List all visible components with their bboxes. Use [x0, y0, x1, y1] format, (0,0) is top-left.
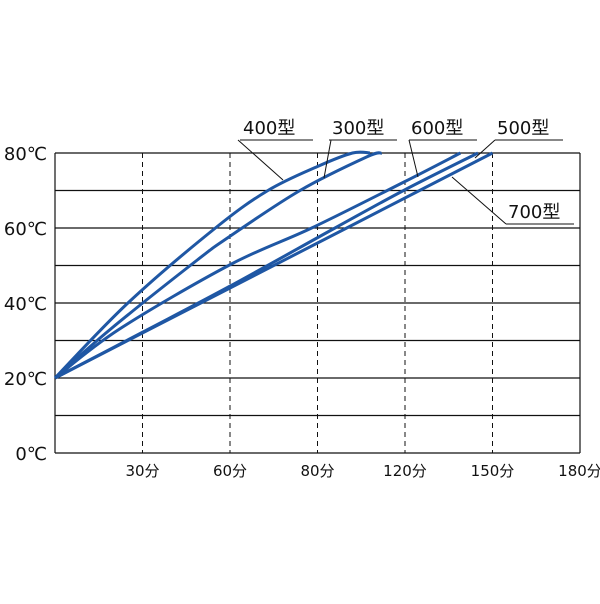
series-lines [53, 150, 494, 380]
series-label-1: 400型 [237, 118, 313, 181]
x-tick-label: 180分 [558, 462, 600, 480]
series-line-2 [54, 151, 383, 380]
x-tick-label: 60分 [213, 462, 247, 480]
series-name: 500型 [497, 118, 549, 139]
x-tick-labels: 30分 60分 80分 120分 150分 180分 [125, 462, 600, 480]
series-line-3 [54, 151, 462, 380]
y-tick-label: 0℃ [15, 444, 47, 465]
leader-line [323, 139, 332, 179]
y-tick-label: 20℃ [4, 369, 47, 390]
x-tick-label: 80分 [300, 462, 334, 480]
series-label-4: 500型 [474, 118, 563, 159]
leader-line [237, 139, 284, 181]
leader-line [451, 176, 507, 225]
series-labels: 400型 300型 600型 500型 700型 [237, 118, 574, 225]
series-label-3: 600型 [408, 118, 477, 178]
series-line-1 [53, 150, 371, 380]
grid [54, 152, 581, 454]
y-tick-label: 60℃ [4, 219, 47, 240]
x-tick-label: 120分 [383, 462, 427, 480]
y-tick-labels: 0℃ 20℃ 40℃ 60℃ 80℃ [4, 144, 47, 465]
x-tick-label: 150分 [471, 462, 515, 480]
x-tick-label: 30分 [125, 462, 159, 480]
y-tick-label: 40℃ [4, 294, 47, 315]
series-name: 300型 [332, 118, 384, 139]
series-label-5: 700型 [451, 176, 574, 225]
series-name: 600型 [411, 118, 463, 139]
series-label-2: 300型 [323, 118, 397, 179]
y-tick-label: 80℃ [4, 144, 47, 165]
series-name: 700型 [508, 202, 560, 223]
leader-line [408, 139, 419, 178]
series-line-5 [54, 151, 494, 380]
series-name: 400型 [243, 118, 295, 139]
leader-line [474, 139, 496, 159]
